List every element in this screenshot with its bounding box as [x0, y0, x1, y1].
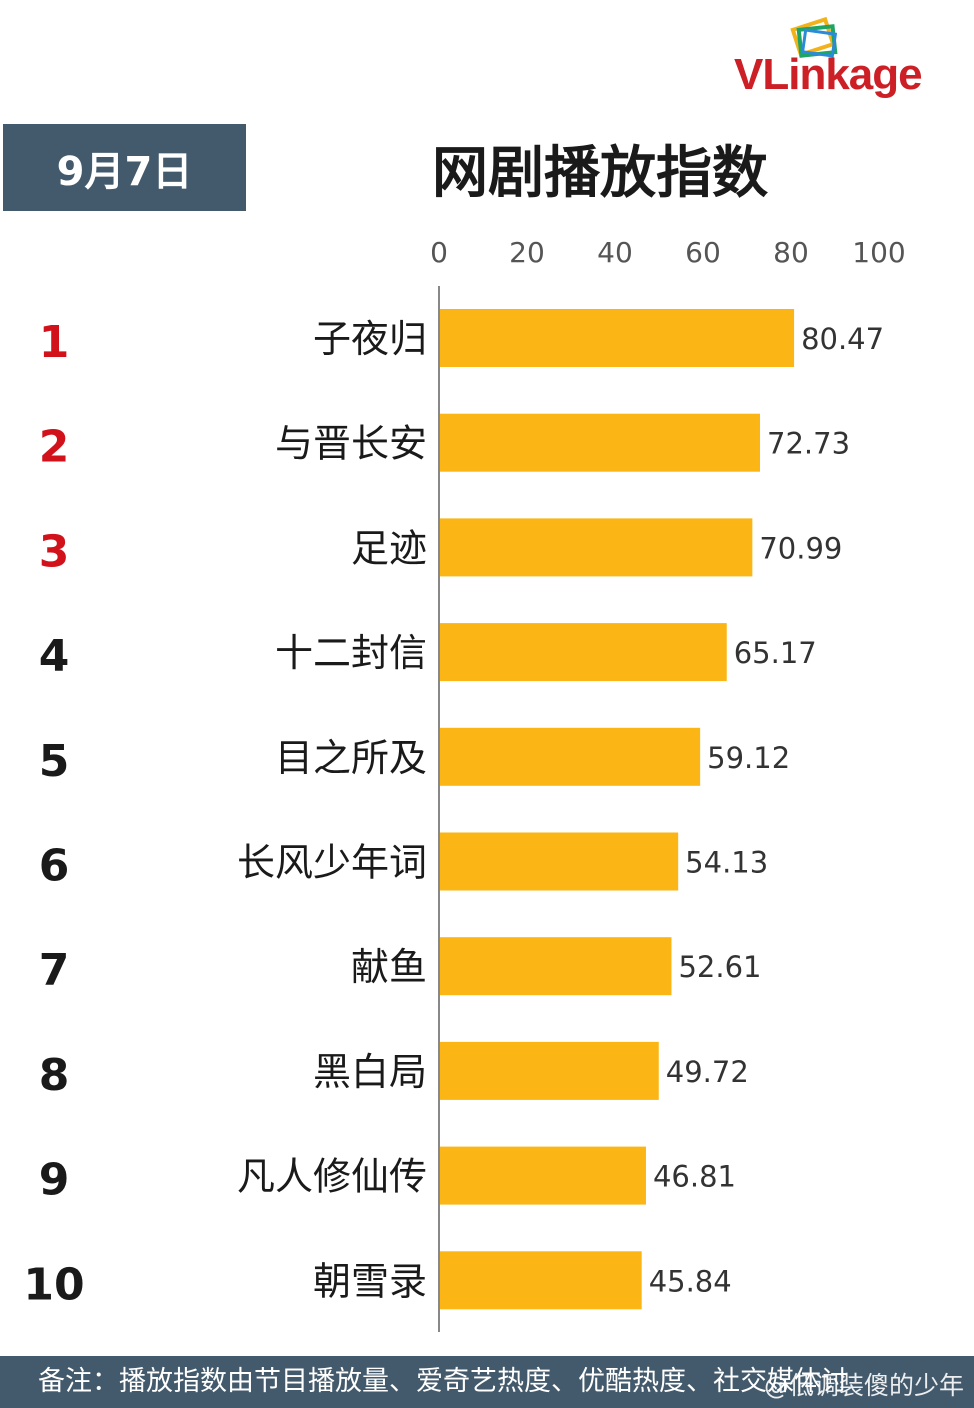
bar-chart: 0 20 40 60 80 100 1 子夜归 80.47 2 与晋长安 72.73 3 足迹 70.99 4…	[23, 236, 906, 1332]
x-tick-label: 100	[852, 236, 905, 269]
bar	[440, 1041, 659, 1100]
category-label: 足迹	[351, 526, 427, 570]
vlinkage-logo: VLinkage	[734, 16, 964, 106]
x-tick-label: 40	[597, 236, 633, 269]
data-label: 65.17	[734, 636, 817, 670]
logo-cards-icon	[790, 16, 838, 58]
x-tick-label: 80	[773, 236, 809, 269]
category-label: 长风少年词	[237, 841, 427, 885]
footer-note: 备注：播放指数由节目播放量、爱奇艺热度、优酷热度、社交媒体讨	[0, 1356, 974, 1408]
category-label: 朝雪录	[313, 1259, 427, 1303]
rank-number: 3	[39, 526, 70, 577]
rank-number: 1	[39, 317, 70, 368]
data-label: 54.13	[685, 846, 768, 880]
rank-number: 5	[39, 736, 70, 787]
rank-number: 7	[39, 945, 70, 996]
logo-text: VLinkage	[734, 50, 923, 99]
watermark: @低调装傻的少年	[763, 1371, 964, 1400]
rank-number: 8	[39, 1050, 70, 1101]
bar	[440, 937, 672, 996]
rank-number: 10	[23, 1259, 84, 1310]
x-tick-label: 0	[430, 236, 448, 269]
rank-number: 4	[39, 631, 70, 682]
data-label: 52.61	[678, 950, 761, 984]
bar	[440, 1251, 642, 1310]
category-label: 十二封信	[275, 631, 427, 675]
data-label: 80.47	[801, 322, 884, 356]
data-label: 46.81	[653, 1160, 736, 1194]
data-label: 49.72	[666, 1055, 749, 1089]
category-label: 目之所及	[275, 736, 427, 780]
category-label: 与晋长安	[275, 422, 427, 466]
data-label: 45.84	[649, 1264, 732, 1298]
bar	[440, 727, 701, 786]
category-label: 黑白局	[313, 1050, 427, 1094]
rank-number: 9	[39, 1155, 70, 1206]
bar	[440, 623, 727, 682]
x-tick-label: 60	[685, 236, 721, 269]
chart-title: 网剧播放指数	[432, 141, 768, 206]
date-badge: 9月7日	[3, 124, 246, 211]
data-label: 59.12	[707, 741, 790, 775]
category-label: 凡人修仙传	[237, 1155, 427, 1199]
bar	[440, 518, 753, 577]
x-tick-label: 20	[509, 236, 545, 269]
category-label: 子夜归	[313, 317, 427, 361]
bar	[440, 309, 795, 367]
rank-number: 2	[39, 422, 70, 473]
rank-number: 6	[39, 841, 70, 892]
data-label: 70.99	[759, 531, 842, 565]
bar	[440, 1146, 646, 1205]
category-label: 献鱼	[351, 945, 427, 989]
data-label: 72.73	[767, 427, 850, 461]
bar	[440, 413, 761, 472]
bar	[440, 832, 679, 891]
